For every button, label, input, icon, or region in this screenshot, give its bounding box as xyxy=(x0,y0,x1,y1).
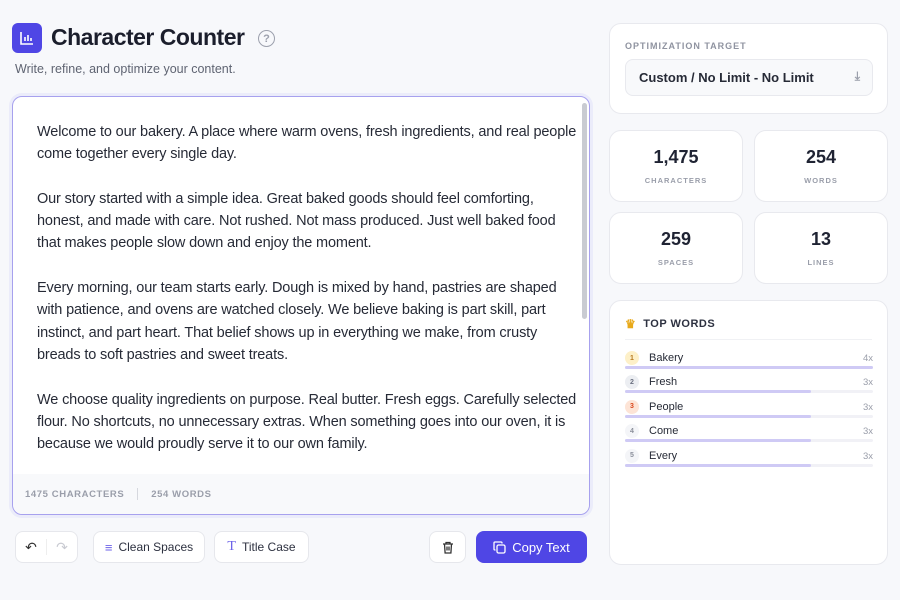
sort-down-icon: ⤓ xyxy=(854,69,860,83)
top-word-row: 5 Every 3x xyxy=(625,448,873,469)
frequency-bar-fill xyxy=(625,463,811,467)
copy-text-button[interactable]: Copy Text xyxy=(476,531,587,563)
selected-value: Custom / No Limit - No Limit xyxy=(639,70,814,85)
text-type-icon: T xyxy=(227,539,236,554)
rank-badge: 1 xyxy=(625,351,639,365)
footer-character-count: 1475 CHARACTERS xyxy=(25,488,125,500)
stat-label: LINES xyxy=(807,258,835,267)
rank-badge: 4 xyxy=(625,424,639,439)
top-word: Fresh xyxy=(649,376,678,389)
stat-characters: 1,475 CHARACTERS xyxy=(609,130,743,202)
frequency-bar-fill xyxy=(625,366,873,369)
rank-badge: 5 xyxy=(625,448,639,463)
divider xyxy=(137,488,139,500)
page-title: Character Counter xyxy=(51,24,245,50)
stat-words: 254 WORDS xyxy=(754,130,888,202)
optimization-target-select[interactable]: Custom / No Limit - No Limit ⤓ xyxy=(625,59,873,96)
frequency-bar-fill xyxy=(625,414,811,418)
text-editor[interactable]: Welcome to our bakery. A place where war… xyxy=(12,96,590,515)
align-left-icon: ≡ xyxy=(104,539,113,555)
stat-label: WORDS xyxy=(804,176,838,185)
paragraph: Every morning, our team starts early. Do… xyxy=(37,280,557,363)
frequency-bar xyxy=(625,414,873,418)
paragraph: We choose quality ingredients on purpose… xyxy=(37,391,577,453)
frequency-bar xyxy=(625,366,873,369)
trash-icon xyxy=(442,541,453,554)
divider xyxy=(46,539,47,555)
frequency-bar-fill xyxy=(625,390,811,394)
top-word-count: 3x xyxy=(862,401,873,413)
stat-label: SPACES xyxy=(657,258,695,267)
top-words-title: TOP WORDS xyxy=(643,318,716,330)
top-word-count: 3x xyxy=(862,426,873,438)
stat-spaces: 259 SPACES xyxy=(609,212,743,284)
divider xyxy=(625,339,872,340)
top-word-count: 4x xyxy=(862,353,873,364)
top-word: Bakery xyxy=(649,352,684,364)
help-icon[interactable]: ? xyxy=(258,30,275,47)
stat-value: 254 xyxy=(805,147,837,167)
top-words-card: ♛ TOP WORDS 1 Bakery 4x 2 Fresh 3x 3 Peop… xyxy=(609,300,888,565)
stat-value: 13 xyxy=(810,229,832,249)
rank-badge: 2 xyxy=(625,375,639,390)
clean-spaces-button[interactable]: ≡ Clean Spaces xyxy=(93,531,205,563)
editor-scrollbar[interactable] xyxy=(582,103,587,319)
top-word-row: 1 Bakery 4x xyxy=(625,351,873,371)
optimization-target-label: OPTIMIZATION TARGET xyxy=(625,41,747,51)
stat-value: 259 xyxy=(660,229,692,249)
top-word-row: 2 Fresh 3x xyxy=(625,375,873,395)
title-case-button[interactable]: T Title Case xyxy=(214,531,309,563)
frequency-bar-fill xyxy=(625,439,811,443)
editor-footer: 1475 CHARACTERS 254 WORDS xyxy=(13,474,589,514)
crown-icon: ♛ xyxy=(625,317,637,331)
top-word-row: 4 Come 3x xyxy=(625,424,873,444)
top-word-count: 3x xyxy=(862,450,873,462)
frequency-bar xyxy=(625,439,873,443)
editor-text[interactable]: Welcome to our bakery. A place where war… xyxy=(37,121,577,455)
paragraph: Welcome to our bakery. A place where war… xyxy=(37,124,577,163)
paragraph: Our story started with a simple idea. Gr… xyxy=(37,190,556,252)
optimization-target-card: OPTIMIZATION TARGET Custom / No Limit - … xyxy=(609,23,888,114)
footer-word-count: 254 WORDS xyxy=(151,488,212,500)
stat-label: CHARACTERS xyxy=(644,176,708,185)
rank-badge: 3 xyxy=(625,399,639,414)
stat-lines: 13 LINES xyxy=(754,212,888,284)
delete-button[interactable] xyxy=(429,531,466,563)
redo-icon[interactable]: ↷ xyxy=(56,538,68,555)
stat-value: 1,475 xyxy=(653,147,699,167)
undo-icon[interactable]: ↶ xyxy=(25,538,37,555)
top-word: People xyxy=(649,400,684,413)
top-word: Come xyxy=(649,425,679,438)
app-logo-chart-icon xyxy=(12,23,42,53)
page-subtitle: Write, refine, and optimize your content… xyxy=(15,62,236,76)
undo-redo-group: ↶ ↷ xyxy=(15,531,78,563)
top-word-count: 3x xyxy=(862,377,873,389)
copy-icon xyxy=(493,540,506,554)
title-case-label: Title Case xyxy=(241,540,296,554)
copy-text-label: Copy Text xyxy=(512,539,570,555)
top-word-row: 3 People 3x xyxy=(625,399,873,420)
frequency-bar xyxy=(625,463,873,467)
clean-spaces-label: Clean Spaces xyxy=(118,540,194,554)
frequency-bar xyxy=(625,390,873,394)
top-word: Every xyxy=(649,449,678,462)
